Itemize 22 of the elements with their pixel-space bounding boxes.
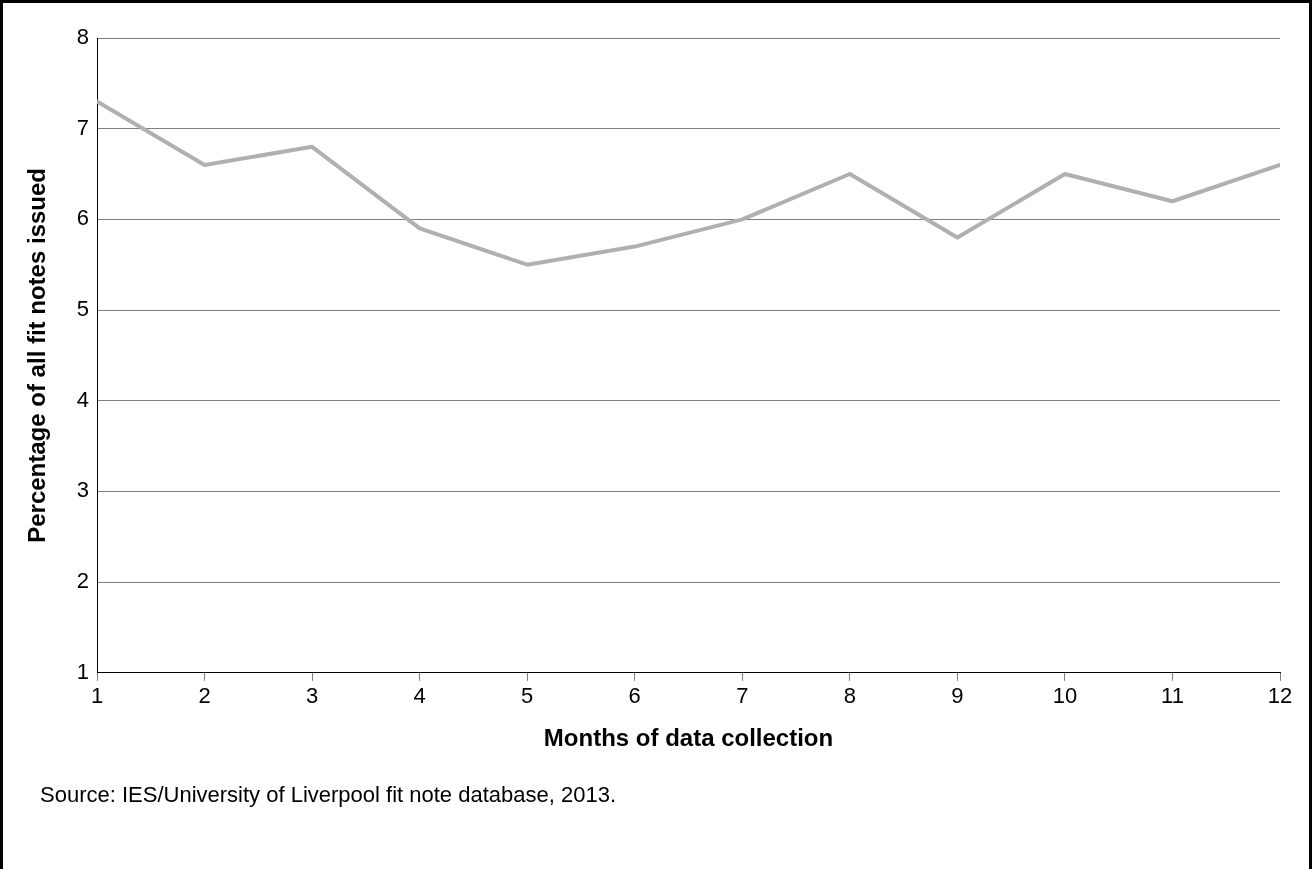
y-tick-label: 1 <box>76 658 90 684</box>
y-axis-title: Percentage of all fit notes issued <box>23 168 51 543</box>
x-tick-label: 8 <box>843 683 856 709</box>
y-tick-label: 6 <box>76 205 90 231</box>
y-tick-label: 8 <box>76 24 90 50</box>
y-tick-label: 3 <box>76 477 90 503</box>
x-tick-label: 7 <box>736 683 749 709</box>
x-axis-title: Months of data collection <box>543 724 834 752</box>
x-tick-label: 6 <box>628 683 641 709</box>
x-tick-label: 2 <box>198 683 211 709</box>
x-tick-label: 9 <box>951 683 964 709</box>
y-tick-label: 5 <box>76 296 90 322</box>
x-tick-label: 11 <box>1161 683 1184 709</box>
x-tick-label: 12 <box>1267 683 1293 709</box>
x-tick-label: 4 <box>413 683 426 709</box>
x-tick-label: 3 <box>305 683 319 709</box>
y-tick-label: 7 <box>76 114 90 140</box>
y-tick-label: 4 <box>76 386 90 412</box>
x-tick-label: 10 <box>1052 683 1078 709</box>
x-tick-label: 5 <box>521 683 534 709</box>
y-tick-label: 2 <box>76 568 90 594</box>
source-note: Source: IES/University of Liverpool fit note database, 2013. <box>40 782 616 808</box>
